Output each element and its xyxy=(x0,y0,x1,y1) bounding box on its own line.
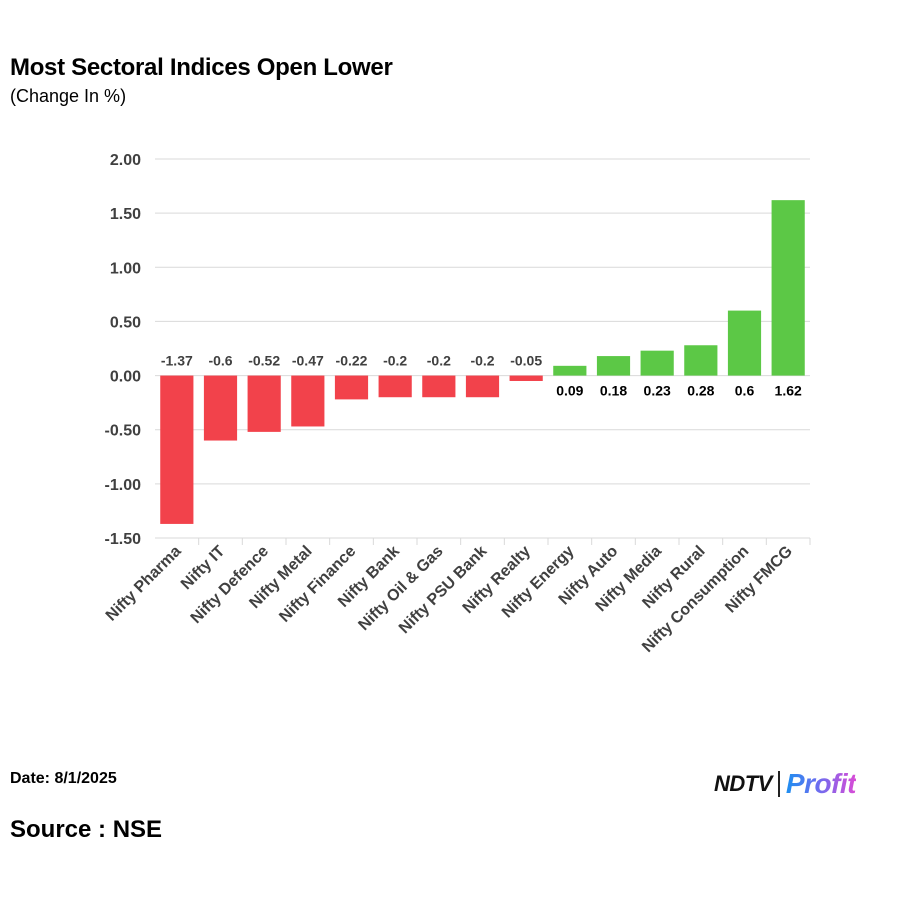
data-label: 0.28 xyxy=(687,383,714,399)
brand-profit-wordmark: Profit xyxy=(785,768,857,799)
y-tick-label: 2.00 xyxy=(110,152,141,169)
y-tick-label: 1.50 xyxy=(110,206,141,223)
brand-logo: NDTV Profit xyxy=(714,768,857,800)
data-label: -1.37 xyxy=(161,353,193,369)
bar-chart: 2.00 1.50 1.00 0.50 0.00 -0.50 -1.00 -1.50 -1.37… xyxy=(103,152,811,656)
data-label: 0.09 xyxy=(556,383,583,399)
data-label: -0.22 xyxy=(336,353,368,369)
data-label: 0.18 xyxy=(600,383,627,399)
bar xyxy=(596,356,631,376)
x-tick-label: Nifty Finance xyxy=(276,543,359,626)
bar xyxy=(509,375,543,381)
x-tick-label: Nifty Pharma xyxy=(103,543,185,625)
y-tick-label: 1.00 xyxy=(110,260,141,277)
bar xyxy=(291,375,325,427)
data-label: 0.6 xyxy=(735,383,755,399)
bar xyxy=(334,375,369,400)
bar xyxy=(247,375,281,432)
bar xyxy=(684,345,718,376)
y-tick-label: -1.50 xyxy=(105,531,142,548)
bar xyxy=(553,365,587,376)
y-tick-label: 0.00 xyxy=(110,369,141,386)
data-label: 1.62 xyxy=(775,383,802,399)
data-label: -0.2 xyxy=(427,353,451,369)
data-label: -0.2 xyxy=(470,353,494,369)
brand-ndtv-wordmark: NDTV xyxy=(714,771,772,796)
data-label: -0.52 xyxy=(248,353,280,369)
brand-divider xyxy=(777,771,780,797)
bar xyxy=(378,375,412,398)
data-label: -0.6 xyxy=(208,353,232,369)
bar xyxy=(640,350,674,376)
bar xyxy=(727,310,762,376)
bar xyxy=(465,375,500,398)
bar xyxy=(203,375,238,441)
source-label: Source : NSE xyxy=(10,816,163,843)
data-label: -0.47 xyxy=(292,353,324,369)
data-label: -0.05 xyxy=(510,353,542,369)
y-tick-label: -0.50 xyxy=(105,423,142,440)
chart-title: Most Sectoral Indices Open Lower xyxy=(10,54,393,81)
bar xyxy=(160,375,194,524)
data-label: -0.2 xyxy=(383,353,407,369)
y-tick-label: -1.00 xyxy=(105,477,142,494)
bar xyxy=(422,375,456,398)
date-label: Date: 8/1/2025 xyxy=(10,770,117,787)
chart-subtitle: (Change In %) xyxy=(10,86,127,106)
data-label: 0.23 xyxy=(644,383,671,399)
x-tick-label: Nifty Defence xyxy=(188,543,272,627)
y-tick-label: 0.50 xyxy=(110,314,141,331)
bar xyxy=(771,200,805,376)
